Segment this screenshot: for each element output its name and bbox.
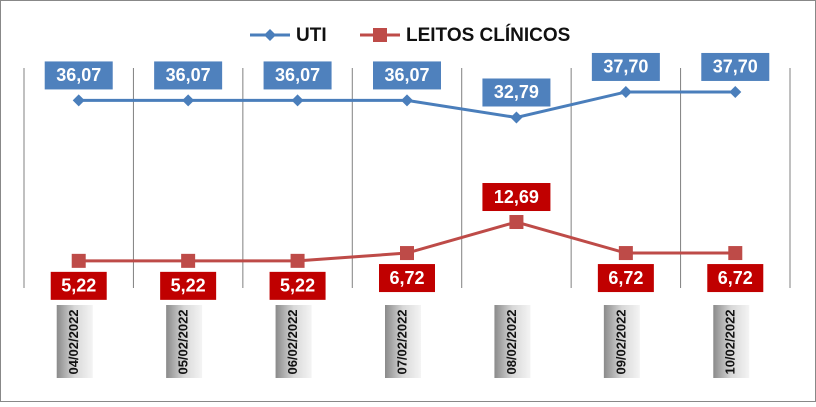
value-label-box	[482, 183, 551, 212]
marker	[510, 111, 523, 124]
value-label: 36,07	[56, 65, 101, 85]
value-label: 5,22	[280, 276, 315, 296]
marker	[728, 246, 743, 261]
value-label-box	[701, 52, 770, 81]
marker	[291, 94, 304, 107]
category-box	[275, 305, 312, 378]
value-label-box	[379, 264, 435, 293]
category-box	[56, 305, 93, 378]
value-label-box	[269, 271, 326, 300]
value-label: 12,69	[494, 187, 539, 207]
category-box	[385, 305, 421, 378]
value-label: 37,70	[603, 57, 648, 77]
marker	[290, 253, 305, 268]
marker	[400, 246, 414, 261]
marker	[264, 29, 276, 41]
x-tick-label: 07/02/2022	[394, 309, 409, 374]
value-label-box	[591, 52, 660, 81]
marker	[619, 85, 632, 98]
value-label: 32,79	[494, 82, 539, 102]
value-label: 36,07	[166, 65, 211, 85]
marker	[71, 253, 86, 268]
value-label: 5,22	[61, 276, 96, 296]
value-label: 6,72	[718, 268, 753, 288]
value-label: 5,22	[171, 276, 206, 296]
x-tick-label: 08/02/2022	[504, 309, 519, 374]
x-tick-label: 09/02/2022	[613, 309, 628, 374]
x-tick-label: 06/02/2022	[285, 309, 300, 374]
value-label-box	[154, 61, 223, 90]
category-box	[713, 305, 750, 378]
legend-label: LEITOS CLÍNICOS	[406, 24, 570, 46]
marker	[72, 94, 85, 107]
value-label-box	[160, 271, 217, 300]
value-label-box	[373, 61, 441, 90]
value-label-box	[44, 61, 113, 90]
value-label-box	[50, 271, 107, 300]
legend-label: UTI	[296, 25, 327, 46]
marker	[509, 215, 524, 230]
value-label-box	[263, 61, 332, 90]
marker	[401, 94, 413, 107]
marker	[373, 28, 387, 42]
value-label: 36,07	[384, 65, 429, 85]
value-label: 6,72	[608, 268, 643, 288]
x-tick-label: 04/02/2022	[66, 309, 81, 374]
marker	[181, 253, 196, 268]
value-label-box	[482, 78, 551, 107]
category-box	[603, 305, 640, 378]
value-label-box	[707, 264, 764, 293]
x-tick-label: 10/02/2022	[723, 309, 738, 374]
value-label: 6,72	[389, 268, 424, 288]
category-box	[166, 305, 203, 378]
value-label: 36,07	[275, 65, 320, 85]
value-label: 37,70	[713, 57, 758, 77]
marker	[618, 246, 633, 261]
marker	[729, 85, 742, 98]
value-label-box	[597, 264, 654, 293]
category-box	[494, 305, 531, 378]
x-tick-label: 05/02/2022	[176, 309, 191, 374]
marker	[182, 94, 195, 107]
